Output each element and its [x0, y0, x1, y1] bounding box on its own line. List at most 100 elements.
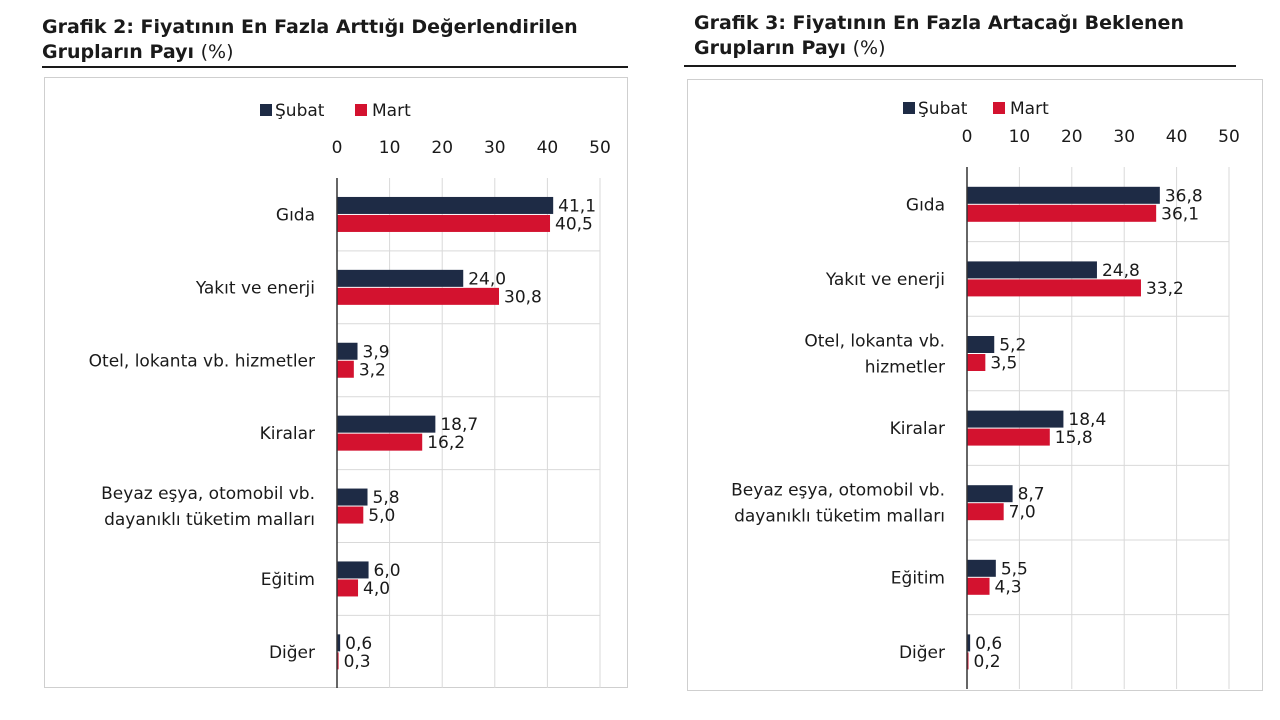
chart-2-data-label-subat: 41,1 [558, 196, 596, 216]
chart-2-title-rule [42, 66, 628, 68]
chart-2-title-line2-wrap: Grupların Payı (%) [42, 40, 578, 65]
chart-3-data-label-subat: 18,4 [1068, 410, 1106, 430]
chart-3-legend-label-mart: Mart [1010, 99, 1049, 119]
chart-2-bar-subat [337, 196, 554, 214]
chart-3-bar-subat [967, 634, 971, 652]
chart-3-bar-subat [967, 410, 1064, 428]
chart-2-data-label-mart: 5,0 [368, 506, 395, 526]
chart-3-bar-subat [967, 559, 996, 577]
chart-2-legend-swatch-subat [260, 104, 272, 116]
chart-3-category-label: Eğitim [891, 568, 945, 588]
chart-2-bar-mart [337, 433, 423, 451]
chart-3-title: Grafik 3: Fiyatının En Fazla Artacağı Be… [694, 11, 1184, 61]
chart-3-title-rule [684, 65, 1236, 67]
chart-2-bar-mart [337, 506, 364, 524]
chart-2-title: Grafik 2: Fiyatının En Fazla Arttığı Değ… [42, 15, 578, 65]
chart-2-tick-label: 40 [537, 138, 559, 158]
chart-2-data-label-mart: 16,2 [427, 433, 465, 453]
chart-2-bar-mart [337, 287, 500, 305]
chart-2-legend-swatch-mart [355, 104, 367, 116]
chart-3-data-label-mart: 0,2 [974, 652, 1001, 672]
chart-2-data-label-mart: 40,5 [555, 214, 593, 234]
chart-2-data-label-mart: 30,8 [504, 287, 542, 307]
chart-3-tick-label: 10 [1009, 127, 1031, 147]
chart-2-tick-label: 10 [379, 138, 401, 158]
chart-3-bar-mart [967, 354, 986, 371]
chart-3-data-label-mart: 36,1 [1161, 204, 1199, 224]
chart-3-data-label-mart: 7,0 [1009, 503, 1036, 523]
chart-3-category-label: Beyaz eşya, otomobil vb. [731, 481, 945, 501]
chart-3-bar-mart [967, 279, 1141, 297]
chart-3-bar-subat [967, 485, 1013, 503]
chart-2-bar-mart [337, 579, 359, 597]
chart-2-panel [44, 77, 628, 688]
chart-3-category-label: dayanıklı tüketim malları [734, 507, 945, 527]
chart-3-category-label: Otel, lokanta vb. [804, 332, 945, 352]
chart-3-data-label-subat: 24,8 [1102, 261, 1140, 281]
chart-2-bar-mart [337, 360, 354, 378]
chart-3-bar-mart [967, 577, 990, 595]
chart-2-category-label: Beyaz eşya, otomobil vb. [101, 484, 315, 504]
chart-2-title-unit: (%) [200, 41, 234, 63]
chart-2-category-label: Gıda [276, 205, 315, 225]
chart-2-data-label-subat: 6,0 [374, 561, 401, 581]
chart-3-data-label-subat: 36,8 [1165, 186, 1203, 206]
chart-2-category-label: Yakıt ve enerji [195, 278, 315, 298]
chart-2-tick-label: 50 [589, 138, 611, 158]
chart-2-category-label: dayanıklı tüketim malları [104, 510, 315, 530]
chart-3-bar-subat [967, 336, 995, 353]
chart-2-bar-subat [337, 342, 358, 360]
chart-2-bar-mart [337, 652, 339, 670]
chart-3-data-label-subat: 8,7 [1018, 485, 1045, 505]
chart-3-tick-label: 40 [1166, 127, 1188, 147]
chart-3-title-line2-wrap: Grupların Payı (%) [694, 36, 1184, 61]
chart-2-data-label-mart: 3,2 [359, 360, 386, 380]
chart-2-data-label-mart: 4,0 [363, 579, 390, 599]
chart-2-bar-subat [337, 561, 369, 579]
chart-2-category-label: Eğitim [261, 570, 315, 590]
chart-3-legend-swatch-mart [993, 102, 1005, 114]
chart-3-tick-label: 0 [962, 127, 973, 147]
chart-2-category-label: Diğer [269, 643, 315, 663]
chart-3-bar-mart [967, 503, 1004, 521]
chart-2-bar-subat [337, 634, 341, 652]
chart-2-title-line1: Grafik 2: Fiyatının En Fazla Arttığı Değ… [42, 16, 578, 38]
chart-2-tick-label: 20 [431, 138, 453, 158]
chart-3-title-line1: Grafik 3: Fiyatının En Fazla Artacağı Be… [694, 12, 1184, 34]
chart-3-category-label: Gıda [906, 195, 945, 215]
chart-3-tick-label: 20 [1061, 127, 1083, 147]
chart-2-legend-label-subat: Şubat [275, 101, 325, 121]
chart-3-tick-label: 30 [1113, 127, 1135, 147]
chart-3-category-label: hizmetler [865, 358, 945, 378]
chart-2-bar-subat [337, 269, 464, 287]
chart-3-bar-mart [967, 204, 1157, 222]
chart-2-category-label: Kiralar [260, 424, 315, 444]
chart-2-bar-mart [337, 214, 551, 232]
chart-3-data-label-mart: 33,2 [1146, 279, 1184, 299]
chart-2-bar-subat [337, 415, 436, 433]
chart-2-data-label-subat: 0,6 [345, 634, 372, 654]
chart-2-bar-subat [337, 488, 368, 506]
chart-3-title-line2: Grupların Payı [694, 37, 846, 59]
chart-2-data-label-subat: 5,8 [373, 488, 400, 508]
chart-3-bar-mart [967, 428, 1050, 446]
chart-3-category-label: Kiralar [890, 419, 945, 439]
chart-3-legend-swatch-subat [903, 102, 915, 114]
chart-2-legend-label-mart: Mart [372, 101, 411, 121]
chart-3-data-label-subat: 5,5 [1001, 559, 1028, 579]
chart-3-category-label: Yakıt ve enerji [825, 270, 945, 290]
chart-3-data-label-subat: 5,2 [999, 336, 1026, 356]
chart-2-data-label-subat: 18,7 [440, 415, 478, 435]
chart-3-tick-label: 50 [1218, 127, 1240, 147]
chart-3-bar-subat [967, 186, 1160, 204]
chart-2-tick-label: 0 [332, 138, 343, 158]
chart-2-tick-label: 30 [484, 138, 506, 158]
chart-2-category-label: Otel, lokanta vb. hizmetler [89, 351, 315, 371]
chart-2-data-label-subat: 24,0 [468, 269, 506, 289]
chart-3-legend-label-subat: Şubat [918, 99, 968, 119]
chart-3-title-unit: (%) [852, 37, 886, 59]
chart-3-data-label-subat: 0,6 [975, 634, 1002, 654]
chart-3-category-label: Diğer [899, 643, 945, 663]
chart-3-data-label-mart: 15,8 [1055, 428, 1093, 448]
